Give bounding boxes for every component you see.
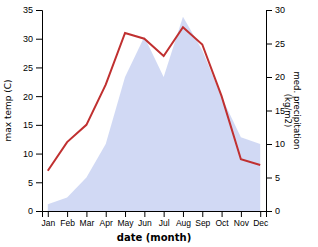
tick-label: 20 [23, 92, 33, 102]
area [48, 17, 260, 211]
tick-label: 35 [23, 5, 33, 15]
tick-mark [222, 211, 223, 217]
tick-label: Feb [60, 218, 75, 228]
tick-label: 25 [275, 39, 285, 49]
tick-label: Oct [215, 218, 229, 228]
tick-mark [36, 125, 42, 126]
tick-label: May [118, 218, 135, 228]
tick: Mar [80, 211, 95, 228]
axis-line [36, 11, 43, 212]
y2-axis-title-line: (kg/m2) [283, 94, 293, 128]
tick: Nov [234, 211, 250, 228]
tick-mark [241, 211, 242, 217]
tick-label: 15 [23, 120, 33, 130]
tick-mark [144, 211, 145, 217]
tick: 5 [28, 178, 42, 188]
tick: 25 [23, 63, 42, 73]
tick: 0 [266, 206, 280, 216]
tick: 10 [23, 149, 42, 159]
line [48, 27, 260, 171]
tick-label: 0 [275, 206, 280, 216]
tick-label: 30 [23, 34, 33, 44]
tick-mark [183, 211, 184, 217]
plot-area [48, 17, 260, 211]
tick-mark [106, 211, 107, 217]
axis-line [43, 212, 267, 218]
tick: Apr [100, 211, 113, 228]
tick-label: Mar [80, 218, 95, 228]
tick-label: Apr [100, 218, 113, 228]
tick-mark [67, 211, 68, 217]
tick: 10 [266, 139, 285, 149]
x-axis-title: date (month) [117, 232, 191, 243]
tick-mark [202, 211, 203, 217]
tick-mark [260, 211, 261, 217]
axis-line [267, 11, 273, 212]
tick: 20 [23, 92, 42, 102]
tick-label: Aug [176, 218, 191, 228]
tick-mark [36, 182, 42, 183]
tick-mark [36, 96, 42, 97]
tick-label: Jan [41, 218, 55, 228]
tick-mark [86, 211, 87, 217]
chart: Jan Feb Mar Apr MayJun Jul Aug Sep Oct NovDec 0 5 10… [0, 0, 318, 247]
tick: Jul [159, 211, 170, 228]
tick-mark [266, 10, 272, 11]
y2-axis: 0 5 10 15 20 25 30 [266, 5, 285, 216]
tick-label: 30 [275, 5, 285, 15]
tick: 5 [266, 173, 280, 183]
tick-mark [36, 67, 42, 68]
tick: Oct [215, 211, 229, 228]
tick-mark [36, 39, 42, 40]
tick: 35 [23, 5, 42, 15]
tick-mark [266, 144, 272, 145]
tick-mark [125, 211, 126, 217]
tick-mark [266, 211, 272, 212]
tick: 15 [23, 120, 42, 130]
tick: Feb [60, 211, 75, 228]
tick-mark [266, 111, 272, 112]
y2-axis-title: med. precipitation(kg/m2) [283, 72, 302, 150]
tick-mark [36, 211, 42, 212]
tick: Sep [195, 211, 210, 228]
tick: Jun [138, 211, 152, 228]
tick: 30 [266, 5, 285, 15]
tick-label: Jun [138, 218, 152, 228]
tick-label: 10 [275, 139, 285, 149]
tick-mark [36, 154, 42, 155]
tick-label: 5 [275, 173, 280, 183]
tick-label: 10 [23, 149, 33, 159]
y-axis-title: max temp (C) [3, 79, 13, 141]
tick: 0 [28, 206, 42, 216]
tick-label: 25 [23, 63, 33, 73]
tick: Jan [41, 211, 55, 228]
tick: May [118, 211, 135, 228]
tick-label: Nov [234, 218, 250, 228]
tick-mark [266, 178, 272, 179]
tick-label: 0 [28, 206, 33, 216]
tick-label: 20 [275, 72, 285, 82]
tick: 20 [266, 72, 285, 82]
tick-mark [266, 44, 272, 45]
tick-mark [164, 211, 165, 217]
tick-mark [48, 211, 49, 217]
tick-mark [36, 10, 42, 11]
tick-label: Dec [253, 218, 269, 228]
tick: 30 [23, 34, 42, 44]
tick: 15 [266, 106, 285, 116]
tick: Aug [176, 211, 191, 228]
x-axis: Jan Feb Mar Apr MayJun Jul Aug Sep Oct NovDec [41, 211, 269, 228]
tick: 25 [266, 39, 285, 49]
tick-label: Jul [159, 218, 170, 228]
tick: Dec [253, 211, 269, 228]
tick-mark [266, 77, 272, 78]
tick-label: Sep [195, 218, 210, 228]
y-axis: 0 5 10 15 20 25 30 35 [23, 5, 43, 216]
tick-label: 5 [28, 178, 33, 188]
